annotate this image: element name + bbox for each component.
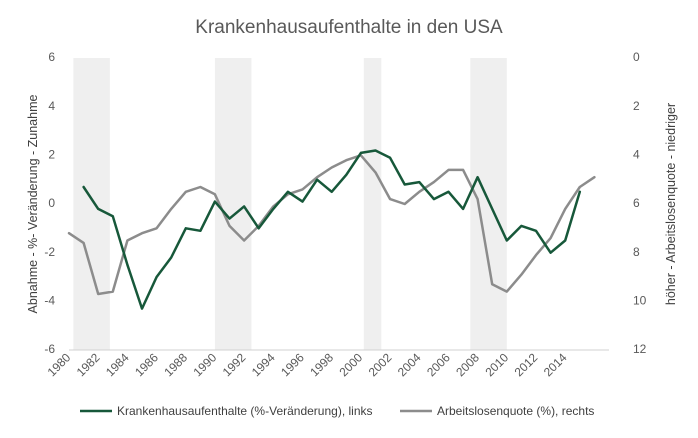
x-tick-1994: 1994 (249, 350, 278, 379)
left-tick-2: 2 (48, 148, 55, 162)
legend: Krankenhausaufenthalte (%-Veränderung), … (80, 404, 594, 418)
x-tick-2010: 2010 (482, 350, 511, 379)
right-tick-4: 4 (633, 148, 640, 162)
x-tick-1996: 1996 (278, 350, 307, 379)
right-tick-8: 8 (633, 245, 640, 259)
x-tick-1990: 1990 (191, 350, 220, 379)
left-tick-0: 0 (48, 196, 55, 210)
x-tick-2006: 2006 (424, 350, 453, 379)
x-tick-2004: 2004 (395, 350, 424, 379)
left-tick-4: 4 (48, 99, 55, 113)
recession-band-0 (73, 58, 110, 350)
right-tick-2: 2 (633, 99, 640, 113)
x-tick-2014: 2014 (541, 350, 570, 379)
left-tick--6: -6 (44, 342, 55, 356)
right-tick-10: 10 (633, 294, 647, 308)
right-tick-labels: 0 2 4 6 8 10 12 (633, 50, 647, 356)
right-tick-12: 12 (633, 342, 647, 356)
right-axis-label: höher - Arbeitslosenquote - niedriger (664, 103, 678, 305)
recession-band-2 (363, 58, 382, 350)
legend-label-unemployment: Arbeitslosenquote (%), rechts (437, 404, 594, 418)
left-axis-label: Abnahme - %- Veränderung - Zunahme (26, 95, 40, 314)
left-tick-6: 6 (48, 50, 55, 64)
x-tick-labels: 1980 1982 1984 1986 1988 1990 1992 1994 1996 1998… (45, 350, 570, 379)
series-line-unemployment (67, 154, 596, 296)
x-tick-2008: 2008 (453, 350, 482, 379)
x-tick-1992: 1992 (220, 350, 249, 379)
series-lines (67, 149, 596, 310)
x-tick-1984: 1984 (103, 350, 132, 379)
left-tick--4: -4 (44, 294, 55, 308)
chart-title: Krankenhausaufenthalte in den USA (195, 17, 503, 38)
left-tick--2: -2 (44, 245, 55, 259)
left-tick-labels: 6 4 2 0 -2 -4 -6 (44, 50, 55, 356)
x-tick-2000: 2000 (336, 350, 365, 379)
right-tick-0: 0 (633, 50, 640, 64)
x-tick-2002: 2002 (366, 350, 395, 379)
x-tick-2012: 2012 (512, 350, 541, 379)
x-tick-1986: 1986 (132, 350, 161, 379)
x-tick-1998: 1998 (307, 350, 336, 379)
x-tick-1982: 1982 (74, 350, 103, 379)
series-line-hospital (82, 149, 582, 310)
recession-bands (73, 58, 507, 350)
x-tick-1988: 1988 (161, 350, 190, 379)
right-tick-6: 6 (633, 196, 640, 210)
legend-label-hospital: Krankenhausaufenthalte (%-Veränderung), … (117, 404, 373, 418)
recession-band-1 (214, 58, 252, 350)
